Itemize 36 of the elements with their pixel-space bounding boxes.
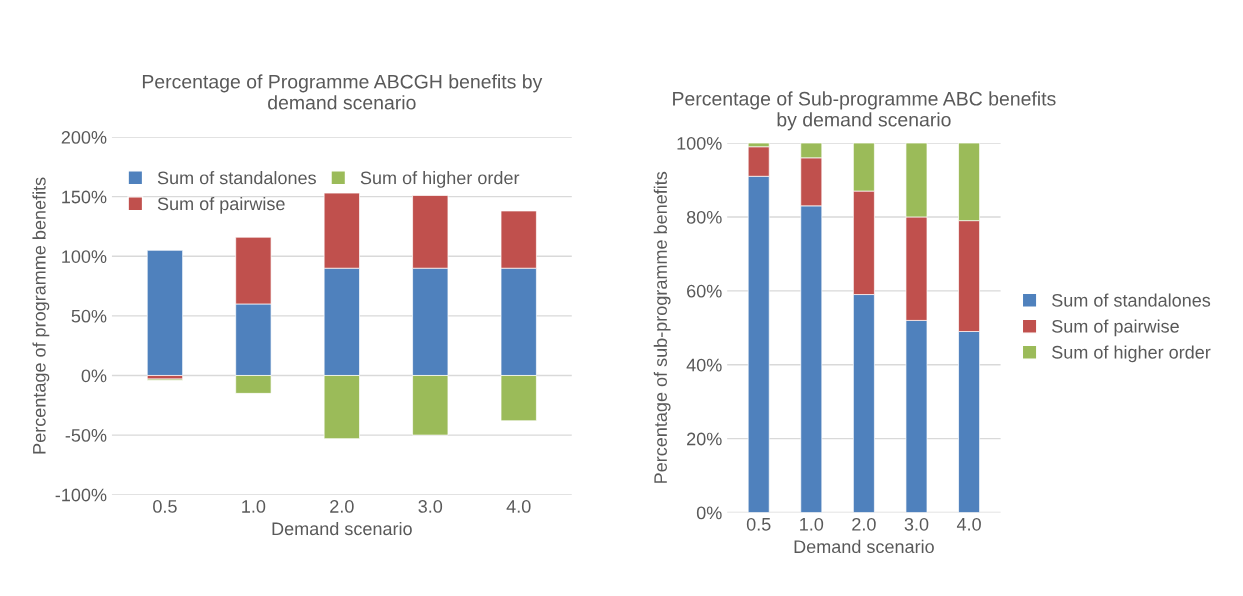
- legend-label: Sum of pairwise: [157, 196, 285, 214]
- legend-label: Sum of higher order: [1052, 345, 1211, 363]
- x-tick-label: 3.0: [904, 517, 929, 531]
- legend-label: Sum of standalones: [1052, 293, 1211, 307]
- x-axis-title: Demand scenario: [794, 539, 934, 554]
- y-tick-label: 20%: [687, 432, 722, 446]
- y-tick-label: 100%: [62, 250, 107, 263]
- y-axis-title: Percentage of programme benefits: [32, 177, 50, 454]
- x-axis-title: Demand scenario: [272, 521, 412, 536]
- y-axis-title: Percentage of sub-programme benefits: [653, 171, 671, 483]
- y-tick-label: 150%: [62, 190, 107, 204]
- legend-label: Sum of standalones: [157, 171, 316, 185]
- legend-label: Sum of pairwise: [1052, 319, 1179, 337]
- x-tick-label: 2.0: [330, 500, 354, 513]
- x-tick-label: 1.0: [800, 517, 824, 531]
- x-tick-label: 1.0: [242, 500, 266, 513]
- y-tick-label: 100%: [677, 136, 722, 150]
- y-tick-label: 0%: [696, 506, 722, 520]
- chart-title: Percentage of Sub-programme ABC benefits by demand scenario: [673, 91, 1056, 131]
- x-tick-label: 0.5: [746, 517, 771, 531]
- x-tick-label: 4.0: [506, 500, 531, 513]
- chart-title: Percentage of Programme ABCGH benefits by demand scenario: [142, 74, 543, 110]
- y-tick-label: 200%: [61, 131, 107, 144]
- bar: [146, 249, 183, 376]
- y-tick-label: 50%: [71, 309, 107, 323]
- x-tick-label: 0.5: [153, 500, 177, 513]
- y-tick-label: -50%: [65, 429, 107, 442]
- x-tick-label: 3.0: [418, 500, 443, 513]
- x-tick-label: 2.0: [852, 517, 876, 531]
- x-tick-label: 4.0: [956, 517, 981, 531]
- y-tick-label: 60%: [687, 284, 722, 298]
- y-tick-label: 80%: [686, 210, 722, 224]
- y-tick-label: 40%: [686, 358, 722, 372]
- y-tick-label: 0%: [81, 369, 107, 383]
- legend-label: Sum of higher order: [360, 171, 520, 188]
- y-tick-label: -100%: [55, 488, 107, 502]
